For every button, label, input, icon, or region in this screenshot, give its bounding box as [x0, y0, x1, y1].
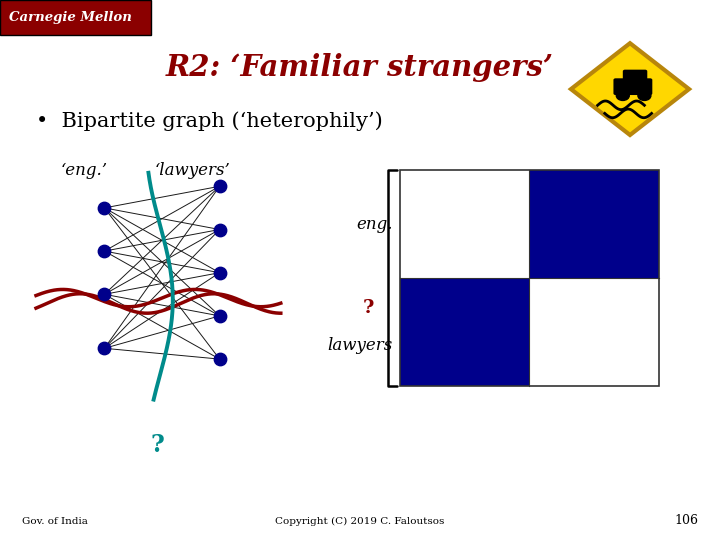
Text: 106: 106	[675, 514, 698, 526]
Text: Carnegie Mellon: Carnegie Mellon	[9, 11, 132, 24]
Bar	[400, 170, 529, 278]
Text: •  Bipartite graph (‘heterophily’): • Bipartite graph (‘heterophily’)	[36, 112, 383, 131]
Point	[214, 355, 225, 363]
Point	[99, 290, 110, 299]
Text: ?: ?	[363, 299, 374, 318]
Text: ?: ?	[150, 434, 164, 457]
Point	[99, 344, 110, 353]
FancyBboxPatch shape	[613, 78, 652, 95]
Bar	[529, 170, 659, 278]
Circle shape	[638, 91, 651, 100]
FancyBboxPatch shape	[623, 70, 647, 83]
Text: ‘lawyers’: ‘lawyers’	[155, 161, 230, 179]
Text: ‘eng.’: ‘eng.’	[61, 161, 108, 179]
Bar	[400, 278, 529, 386]
Point	[99, 204, 110, 212]
Point	[214, 268, 225, 277]
FancyBboxPatch shape	[0, 0, 151, 35]
Text: eng.: eng.	[356, 215, 392, 233]
Point	[214, 225, 225, 234]
Circle shape	[616, 91, 629, 100]
Text: Copyright (C) 2019 C. Faloutsos: Copyright (C) 2019 C. Faloutsos	[275, 517, 445, 526]
Bar	[529, 278, 659, 386]
Point	[214, 312, 225, 320]
Point	[99, 247, 110, 255]
Text: lawyers: lawyers	[327, 336, 392, 354]
Polygon shape	[571, 43, 689, 135]
Text: R2: ‘Familiar strangers’: R2: ‘Familiar strangers’	[166, 53, 554, 82]
Text: Gov. of India: Gov. of India	[22, 517, 87, 526]
Bar	[400, 170, 659, 386]
Point	[214, 182, 225, 191]
